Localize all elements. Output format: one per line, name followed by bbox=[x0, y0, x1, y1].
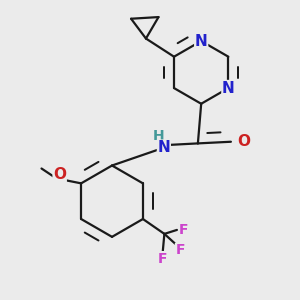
Text: N: N bbox=[222, 81, 235, 96]
Text: H: H bbox=[152, 129, 164, 143]
Text: N: N bbox=[195, 34, 208, 49]
Text: O: O bbox=[237, 134, 250, 149]
Text: O: O bbox=[53, 167, 66, 182]
Text: F: F bbox=[176, 243, 185, 257]
Text: F: F bbox=[158, 252, 167, 266]
Text: F: F bbox=[179, 223, 188, 237]
Text: N: N bbox=[158, 140, 170, 155]
